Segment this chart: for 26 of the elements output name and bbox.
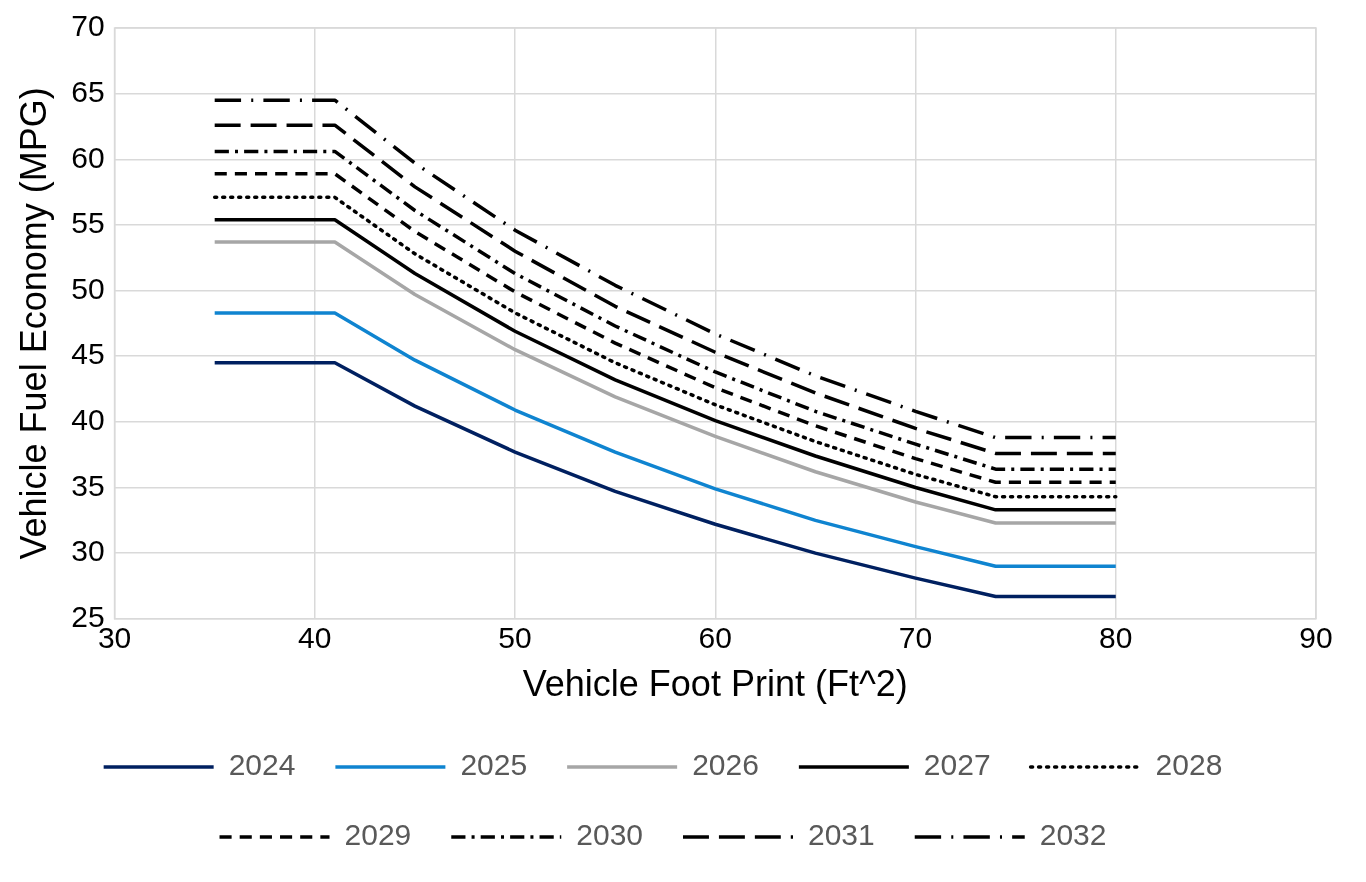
x-tick-label: 80 — [1099, 621, 1133, 655]
y-tick-label: 35 — [71, 468, 105, 502]
y-axis-title: Vehicle Fuel Economy (MPG) — [12, 87, 54, 560]
legend-label: 2029 — [344, 818, 412, 852]
y-tick-label: 55 — [71, 206, 105, 240]
legend-label: 2030 — [576, 818, 644, 852]
legend-label: 2031 — [808, 818, 875, 852]
y-tick-label: 30 — [71, 534, 105, 568]
legend-label: 2028 — [1155, 748, 1223, 782]
x-tick-label: 60 — [698, 621, 732, 655]
x-tick-label: 90 — [1299, 621, 1333, 655]
legend-label: 2032 — [1039, 818, 1107, 852]
y-tick-label: 40 — [71, 403, 105, 437]
y-tick-label: 50 — [71, 271, 105, 305]
legend-label: 2026 — [692, 748, 759, 782]
x-tick-label: 70 — [898, 621, 933, 655]
x-tick-label: 50 — [498, 621, 532, 655]
legend-label: 2027 — [923, 748, 991, 782]
legend-label: 2025 — [460, 748, 528, 782]
y-tick-label: 60 — [71, 140, 105, 174]
y-tick-label: 45 — [71, 337, 105, 371]
legend-label: 2024 — [228, 748, 296, 782]
x-tick-label: 40 — [298, 621, 332, 655]
y-tick-label: 70 — [71, 9, 105, 43]
y-tick-label: 65 — [71, 74, 105, 108]
x-axis-title: Vehicle Foot Print (Ft^2) — [522, 663, 908, 705]
